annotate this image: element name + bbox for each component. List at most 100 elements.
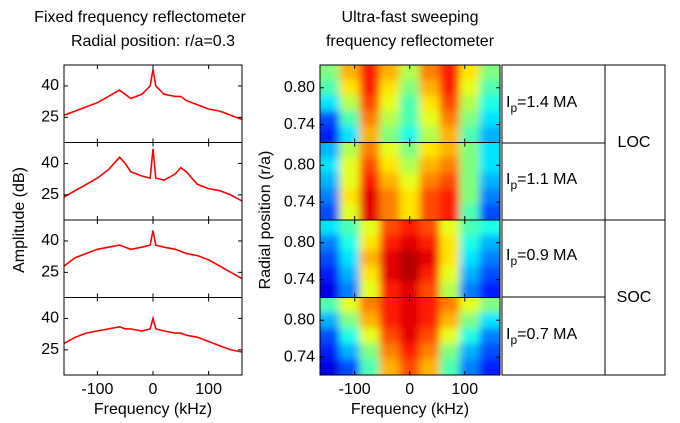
heatmap-cell bbox=[419, 312, 441, 329]
heatmap-cell bbox=[479, 173, 500, 190]
heatmap-cell bbox=[439, 235, 461, 252]
middle-x-label: Frequency (kHz) bbox=[351, 401, 469, 418]
heatmap-cell bbox=[359, 80, 381, 97]
y-tick-label: 40 bbox=[41, 155, 59, 172]
heatmap-cell bbox=[399, 235, 421, 252]
heatmap-cell bbox=[459, 312, 481, 329]
y-tick-label: 0.80 bbox=[284, 311, 315, 328]
heatmap-cell bbox=[399, 343, 421, 360]
heatmap-cell bbox=[439, 250, 461, 267]
left-subtitle: Radial position: r/a=0.3 bbox=[71, 33, 235, 50]
heatmap-cell bbox=[479, 157, 500, 174]
middle-title: Ultra-fast sweeping bbox=[342, 9, 479, 26]
heatmap-cell bbox=[379, 65, 401, 81]
heatmap-cell bbox=[479, 235, 500, 252]
heatmap-panel bbox=[320, 142, 500, 220]
spectrum-line bbox=[63, 148, 243, 202]
y-tick-label: 25 bbox=[41, 264, 59, 281]
heatmap-cell bbox=[439, 95, 461, 112]
heatmap-cell bbox=[320, 250, 341, 267]
heatmap-cell bbox=[320, 343, 341, 360]
heatmap-cell bbox=[379, 188, 401, 205]
left-title: Fixed frequency reflectometer bbox=[34, 9, 246, 26]
heatmap-cell bbox=[459, 188, 481, 205]
table: Ip=1.4 MA Ip=1.1 MA Ip=0.9 MA Ip=0.7 MA … bbox=[501, 64, 666, 376]
x-tick-label: 100 bbox=[195, 381, 222, 398]
heatmap-cell bbox=[399, 297, 421, 314]
heatmap-cell bbox=[379, 220, 401, 236]
heatmap-cell bbox=[419, 281, 441, 298]
heatmap-cell bbox=[459, 95, 481, 112]
panel-border bbox=[63, 297, 243, 376]
heatmap-cell bbox=[359, 204, 381, 220]
y-tick-label: 0.80 bbox=[284, 79, 315, 96]
heatmap-cell bbox=[339, 111, 361, 128]
heatmap-cell bbox=[339, 359, 361, 375]
heatmap-cell bbox=[479, 328, 500, 345]
heatmap-cell bbox=[359, 111, 381, 128]
heatmap-cell bbox=[320, 204, 341, 220]
heatmap-cell bbox=[339, 297, 361, 314]
heatmap-cell bbox=[439, 188, 461, 205]
heatmap-cell bbox=[379, 250, 401, 267]
heatmap-cell bbox=[479, 126, 500, 143]
heatmap-cell bbox=[320, 188, 341, 205]
heatmap-cell bbox=[479, 142, 500, 159]
heatmap-cell bbox=[379, 142, 401, 159]
y-tick-label: 0.74 bbox=[284, 193, 315, 210]
heatmap-cell bbox=[459, 266, 481, 283]
x-tick-label: 0 bbox=[405, 381, 414, 398]
heatmap-cell bbox=[320, 126, 341, 143]
heatmap-cell bbox=[399, 80, 421, 97]
symbol: I bbox=[506, 171, 510, 188]
heatmap-cell bbox=[439, 359, 461, 375]
heatmap-cells bbox=[320, 65, 500, 143]
heatmap-cell bbox=[419, 266, 441, 283]
heatmap-cell bbox=[479, 65, 500, 81]
heatmap-cell bbox=[399, 312, 421, 329]
value: =1.4 MA bbox=[517, 94, 577, 111]
heatmap-cell bbox=[339, 157, 361, 174]
heatmap-cell bbox=[399, 142, 421, 159]
heatmap-cell bbox=[379, 281, 401, 298]
heatmap-cells bbox=[320, 142, 500, 220]
heatmap-cell bbox=[439, 281, 461, 298]
y-tick-label: 0.74 bbox=[284, 348, 315, 365]
heatmap-cell bbox=[479, 297, 500, 314]
heatmap-cell bbox=[479, 111, 500, 128]
heatmap-cell bbox=[359, 343, 381, 360]
heatmap-cell bbox=[339, 220, 361, 236]
heatmap-cell bbox=[339, 95, 361, 112]
heatmap-cell bbox=[339, 204, 361, 220]
heatmap-cell bbox=[359, 281, 381, 298]
y-tick-label: 0.74 bbox=[284, 116, 315, 133]
heatmap-cell bbox=[479, 359, 500, 375]
regime-label: LOC bbox=[618, 134, 651, 151]
heatmap-cell bbox=[320, 359, 341, 375]
middle-y-label: Radial position (r/a) bbox=[257, 151, 274, 290]
heatmap-cell bbox=[359, 235, 381, 252]
regime-label: SOC bbox=[617, 289, 652, 306]
heatmap-cell bbox=[320, 266, 341, 283]
y-tick-label: 0.74 bbox=[284, 271, 315, 288]
heatmap-cell bbox=[359, 65, 381, 81]
heatmap-cell bbox=[379, 235, 401, 252]
heatmap-cell bbox=[339, 126, 361, 143]
heatmap-cell bbox=[339, 312, 361, 329]
heatmap-cell bbox=[439, 204, 461, 220]
heatmap-cell bbox=[320, 95, 341, 112]
heatmap-cell bbox=[459, 328, 481, 345]
symbol: I bbox=[506, 326, 510, 343]
heatmap-cell bbox=[399, 173, 421, 190]
heatmap-cell bbox=[419, 204, 441, 220]
heatmap-cell bbox=[359, 220, 381, 236]
heatmap-cell bbox=[339, 328, 361, 345]
symbol: I bbox=[506, 247, 510, 264]
heatmap-cell bbox=[399, 328, 421, 345]
heatmap-cell bbox=[459, 157, 481, 174]
heatmap-cell bbox=[320, 312, 341, 329]
heatmap-cell bbox=[359, 312, 381, 329]
heatmap-cell bbox=[339, 266, 361, 283]
heatmap-cell bbox=[399, 220, 421, 236]
